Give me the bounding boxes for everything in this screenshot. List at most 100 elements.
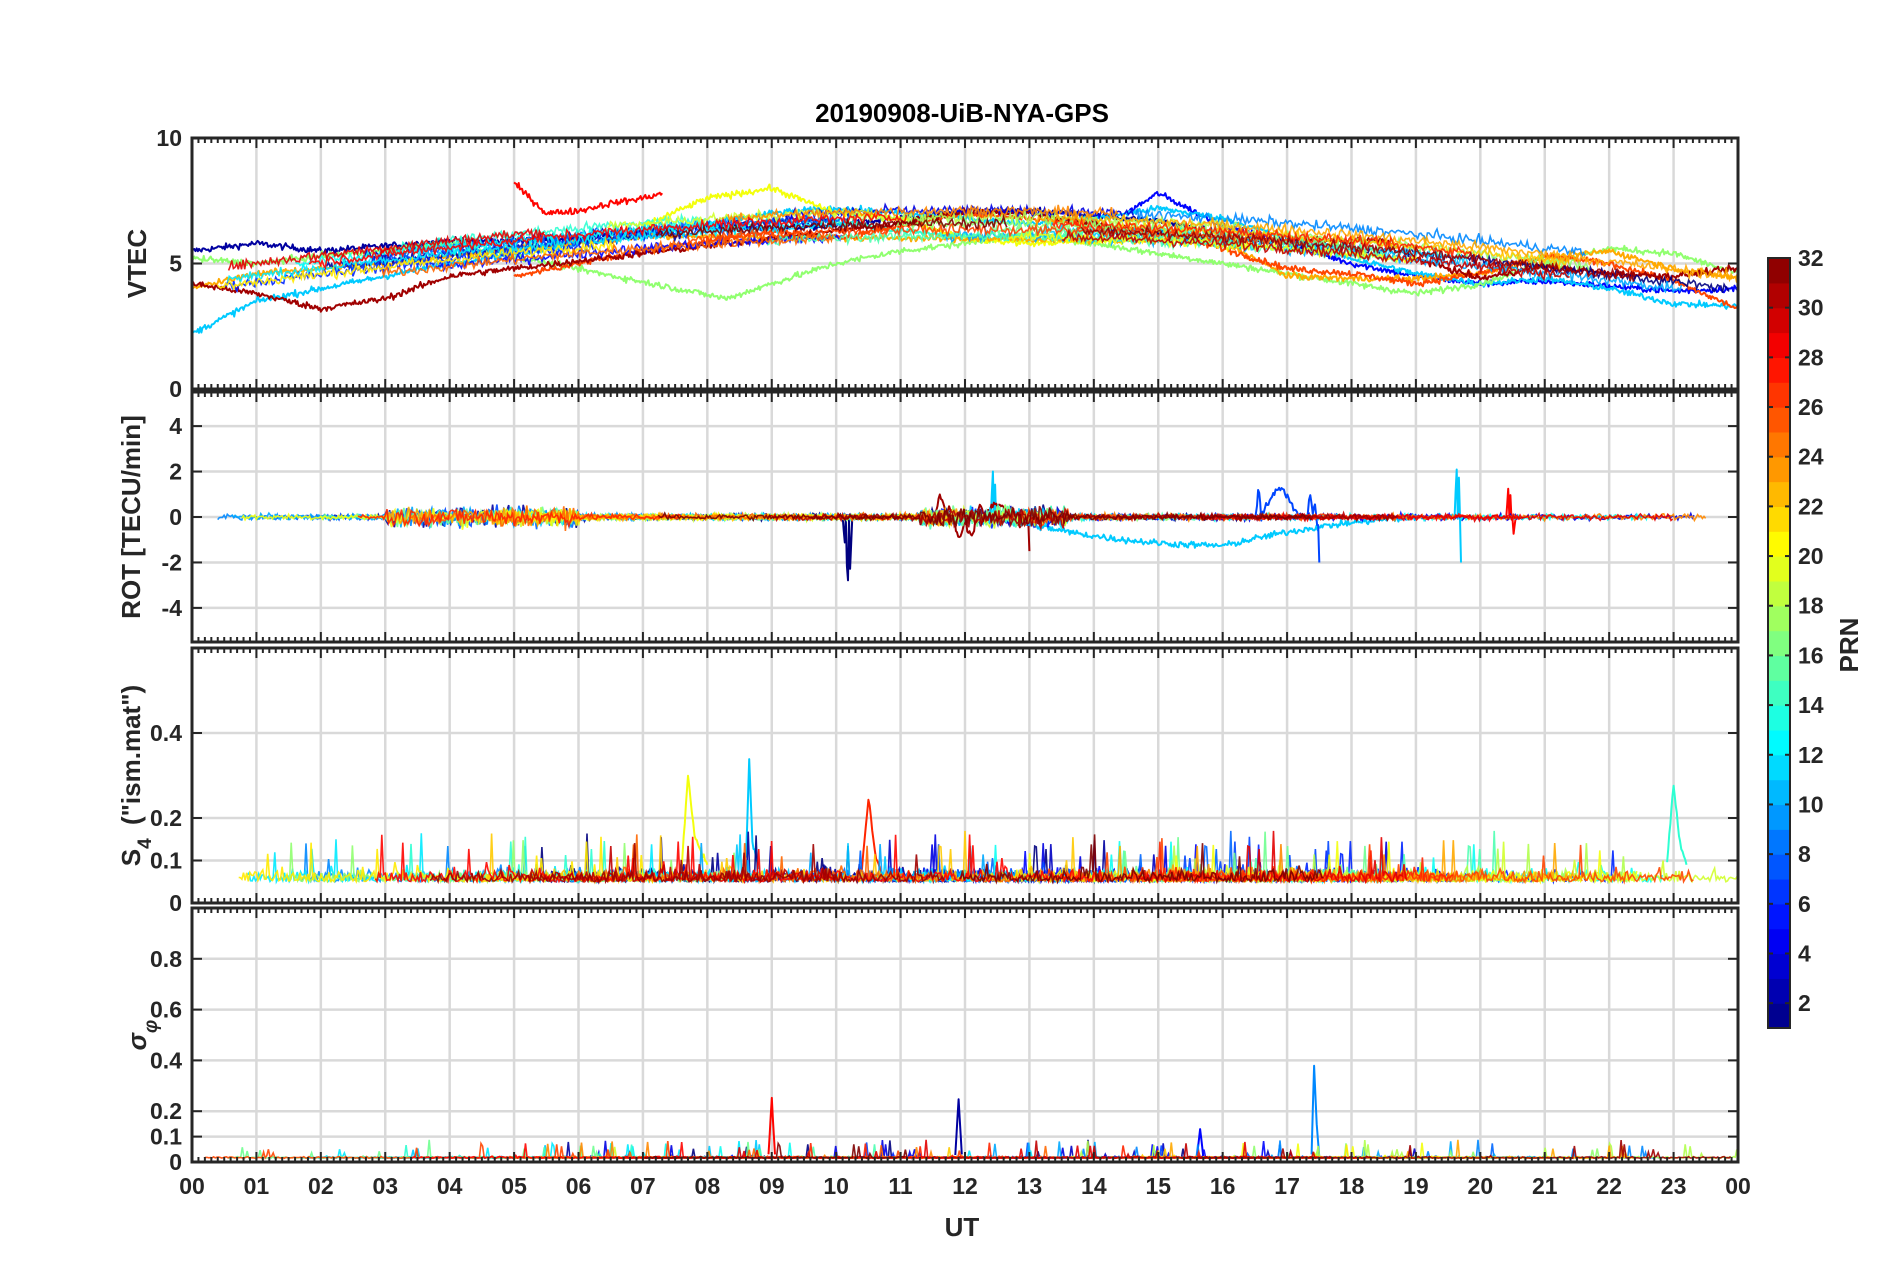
background-traces-s4 bbox=[238, 830, 1738, 885]
x-tick-label: 14 bbox=[1081, 1173, 1107, 1199]
series-sigma_phi-prn-28 bbox=[767, 1096, 776, 1155]
panel-rot: -4 -2 0 2 4 ROT [TECU/min] bbox=[116, 390, 1740, 644]
y-axis-label-sigma_phi: σφ bbox=[122, 1020, 162, 1051]
series-rot-prn-28 bbox=[1505, 487, 1517, 535]
colorbar-tick-label: 14 bbox=[1798, 692, 1824, 718]
x-tick-label: 17 bbox=[1274, 1173, 1300, 1199]
series-s4-prn-20 bbox=[680, 774, 709, 871]
colorbar-swatch bbox=[1768, 854, 1790, 880]
colorbar-swatch bbox=[1768, 754, 1790, 781]
colorbar-swatch bbox=[1768, 556, 1790, 582]
colorbar-swatch bbox=[1768, 878, 1790, 905]
y-axis-label-rot: ROT [TECU/min] bbox=[116, 415, 146, 619]
y-tick-label-vtec: 0 bbox=[169, 376, 182, 402]
colorbar-swatch bbox=[1768, 258, 1790, 284]
colorbar-tick-label: 6 bbox=[1798, 891, 1811, 917]
colorbar-swatch bbox=[1768, 407, 1790, 433]
y-tick-label-sigma_phi: 0.1 bbox=[150, 1124, 182, 1150]
colorbar-swatch bbox=[1768, 431, 1790, 458]
colorbar-swatch bbox=[1768, 332, 1790, 358]
x-tick-label: 00 bbox=[1725, 1173, 1751, 1199]
colorbar-tick-label: 2 bbox=[1798, 990, 1811, 1016]
x-tick-label: 04 bbox=[437, 1173, 463, 1199]
colorbar-swatch bbox=[1768, 1003, 1790, 1029]
traces-vtec bbox=[192, 181, 1738, 335]
y-tick-label-rot: 2 bbox=[169, 459, 182, 485]
x-tick-label: 22 bbox=[1596, 1173, 1622, 1199]
colorbar-tick-label: 4 bbox=[1798, 940, 1811, 966]
colorbar-tick-label: 22 bbox=[1798, 493, 1824, 519]
y-axis-label-vtec: VTEC bbox=[122, 229, 152, 299]
traces-s4 bbox=[238, 758, 1738, 885]
x-tick-label: 08 bbox=[695, 1173, 721, 1199]
trace-vtec-prn-29 bbox=[227, 227, 545, 271]
colorbar-swatch bbox=[1768, 382, 1790, 408]
colorbar-tick-label: 28 bbox=[1798, 344, 1824, 370]
trace-vtec-prn-24 bbox=[727, 204, 1119, 225]
colorbar-swatch bbox=[1768, 680, 1790, 706]
x-tick-label: 23 bbox=[1661, 1173, 1687, 1199]
y-tick-label-sigma_phi: 0.6 bbox=[150, 997, 182, 1023]
colorbar-tick-label: 16 bbox=[1798, 642, 1824, 668]
colorbar-tick-label: 18 bbox=[1798, 593, 1824, 619]
trace-s4-prn-32 bbox=[959, 834, 1324, 885]
y-tick-label-vtec: 5 bbox=[169, 251, 182, 277]
y-tick-label-s4: 0.4 bbox=[150, 720, 182, 746]
x-tick-label: 19 bbox=[1403, 1173, 1429, 1199]
y-tick-label-rot: 0 bbox=[169, 504, 182, 530]
x-axis-label: UT bbox=[945, 1212, 980, 1242]
series-rot-prn-7 bbox=[1253, 486, 1321, 563]
colorbar-swatch bbox=[1768, 953, 1790, 979]
trace-s4-prn-31 bbox=[429, 842, 945, 885]
panel-s4: 0 0.1 0.2 0.4S4 ("ism.mat") bbox=[116, 646, 1740, 916]
y-tick-label-rot: 4 bbox=[169, 413, 182, 439]
x-tick-label: 18 bbox=[1339, 1173, 1365, 1199]
colorbar-tick-label: 8 bbox=[1798, 841, 1811, 867]
series-vtec-prn-28 bbox=[513, 181, 664, 216]
series-sigma_phi-prn-2 bbox=[954, 1098, 963, 1156]
trace-rot-prn-32 bbox=[657, 506, 1313, 528]
trace-vtec-prn-28 bbox=[308, 210, 908, 270]
y-tick-label-sigma_phi: 0 bbox=[169, 1149, 182, 1175]
colorbar-swatch bbox=[1768, 829, 1790, 855]
x-tick-label: 20 bbox=[1468, 1173, 1494, 1199]
colorbar-swatch bbox=[1768, 804, 1790, 830]
x-tick-label: 10 bbox=[823, 1173, 849, 1199]
x-tick-label: 12 bbox=[952, 1173, 978, 1199]
x-tick-label: 02 bbox=[308, 1173, 334, 1199]
x-tick-label: 03 bbox=[372, 1173, 398, 1199]
trace-vtec-prn-32 bbox=[655, 213, 1008, 239]
x-tick-label: 15 bbox=[1145, 1173, 1171, 1199]
colorbar-swatch bbox=[1768, 456, 1790, 483]
x-tick-label: 16 bbox=[1210, 1173, 1236, 1199]
x-tick-label: 06 bbox=[566, 1173, 592, 1199]
colorbar-swatch bbox=[1768, 481, 1790, 507]
colorbar-swatch bbox=[1768, 928, 1790, 955]
y-tick-label-vtec: 10 bbox=[156, 125, 182, 151]
colorbar-swatch bbox=[1768, 630, 1790, 657]
x-tick-label: 05 bbox=[501, 1173, 527, 1199]
x-tick-label: 13 bbox=[1017, 1173, 1043, 1199]
trace-vtec-prn-30 bbox=[1061, 227, 1570, 282]
colorbar-swatch bbox=[1768, 506, 1790, 532]
colorbar-tick-label: 26 bbox=[1798, 394, 1824, 420]
colorbar-swatch bbox=[1768, 531, 1790, 557]
panel-sigma: 00.10.2 0.4 0.6 0.8 σφ bbox=[122, 906, 1740, 1175]
y-tick-label-s4: 0.2 bbox=[150, 805, 182, 831]
background-traces-rot bbox=[217, 504, 1707, 532]
x-tick-label: 07 bbox=[630, 1173, 656, 1199]
x-tick-labels: 00 01 02 03 04 05 06 07 08 09 10 11 12 13 14 15 16 17 18 19… bbox=[179, 1173, 1751, 1199]
series-s4-prn-27 bbox=[860, 798, 883, 874]
trace-vtec-prn-31 bbox=[1080, 224, 1635, 283]
figure-title: 20190908-UiB-NYA-GPS bbox=[815, 98, 1109, 128]
series-s4-prn-14 bbox=[1666, 784, 1688, 866]
y-tick-label-sigma_phi: 0.4 bbox=[150, 1047, 182, 1073]
y-tick-label-rot: -2 bbox=[162, 549, 182, 575]
colorbar-label: PRN bbox=[1834, 618, 1864, 673]
trace-vtec-prn-5 bbox=[435, 232, 843, 273]
x-tick-label: 09 bbox=[759, 1173, 785, 1199]
colorbar-tick-label: 24 bbox=[1798, 444, 1824, 470]
trace-vtec-prn-9 bbox=[1135, 206, 1586, 259]
